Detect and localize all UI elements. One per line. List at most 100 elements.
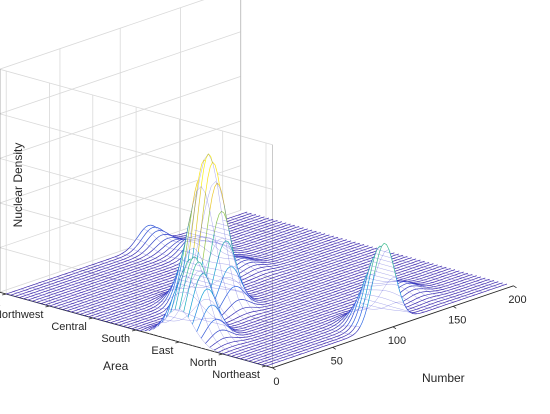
- surface-line: [65, 303, 73, 307]
- surface-line: [165, 263, 173, 267]
- surface-line: [101, 290, 109, 294]
- surface-line: [197, 193, 206, 253]
- surface-line: [76, 301, 85, 306]
- surface-line: [125, 279, 134, 283]
- surface-line: [299, 260, 307, 265]
- surface-line: [88, 300, 96, 304]
- surface-line: [284, 279, 293, 283]
- surface-line: [121, 305, 130, 309]
- surface-rib: [49, 279, 310, 352]
- surface-line: [296, 291, 304, 295]
- surface-line: [277, 281, 286, 285]
- surface-line: [59, 283, 68, 287]
- surface-line: [205, 335, 213, 344]
- surface-line: [309, 254, 318, 258]
- surface-line: [333, 319, 342, 326]
- surface-line: [143, 256, 151, 261]
- surface-line: [311, 232, 319, 237]
- surface-line: [315, 287, 323, 291]
- surface-line: [169, 276, 177, 299]
- surface-line: [159, 284, 167, 288]
- surface-line: [345, 306, 354, 319]
- surface-line: [452, 269, 456, 271]
- surface-line: [156, 288, 164, 292]
- surface-line: [299, 234, 307, 238]
- surface-line: [264, 318, 273, 322]
- surface-line: [255, 342, 264, 346]
- surface-line: [120, 287, 128, 291]
- surface-line: [429, 270, 437, 274]
- surface-line: [285, 239, 293, 243]
- surface-line: [248, 251, 257, 254]
- surface-line: [166, 282, 174, 286]
- surface-line: [341, 294, 349, 298]
- surface-line: [49, 276, 57, 280]
- surface-line: [102, 295, 111, 299]
- surface-line: [82, 267, 91, 271]
- surface-line: [147, 312, 156, 316]
- surface-line: [365, 256, 374, 261]
- surface-line: [210, 257, 219, 287]
- surface-line: [264, 251, 273, 255]
- surface-line: [321, 266, 329, 271]
- surface-line: [315, 260, 323, 264]
- surface-line: [248, 259, 257, 261]
- surface-line: [381, 242, 390, 250]
- surface-line: [125, 319, 134, 324]
- surface-line: [263, 271, 271, 275]
- surface-line: [306, 231, 315, 235]
- surface-line: [138, 323, 147, 327]
- surface-strip: [266, 243, 507, 366]
- surface-line: [270, 337, 278, 341]
- surface-line: [247, 233, 255, 237]
- surface-line: [144, 316, 153, 320]
- surface-line: [410, 260, 419, 264]
- surface-line: [141, 319, 150, 323]
- surface-line: [276, 316, 284, 321]
- surface-line: [345, 334, 353, 340]
- surface-line: [248, 358, 257, 362]
- surface-line: [349, 243, 358, 247]
- surface-line: [82, 307, 91, 312]
- surface-line: [474, 286, 482, 291]
- surface-line: [150, 307, 158, 312]
- surface-line: [128, 289, 137, 293]
- surface-line: [339, 303, 348, 307]
- surface-line: [92, 275, 101, 279]
- surface-line: [332, 238, 341, 243]
- surface-line: [305, 280, 313, 284]
- surface-line: [157, 279, 166, 283]
- surface-rib: [129, 247, 389, 313]
- surface-line: [291, 316, 300, 321]
- surface-line: [349, 298, 358, 316]
- surface-line: [230, 266, 238, 274]
- surface-line: [13, 288, 21, 292]
- surface-line: [76, 275, 85, 279]
- surface-line: [290, 231, 299, 235]
- surface-rib: [179, 234, 440, 308]
- surface-line: [440, 282, 449, 286]
- surface-line: [318, 297, 326, 301]
- surface-line: [172, 258, 180, 264]
- surface-line: [144, 326, 153, 332]
- surface-line: [286, 270, 294, 274]
- surface-line: [248, 277, 257, 281]
- surface-line: [432, 266, 440, 270]
- surface-line: [141, 279, 150, 283]
- surface-line: [141, 306, 150, 310]
- surface-line: [222, 350, 231, 355]
- surface-line: [224, 336, 232, 339]
- surface-line: [267, 287, 276, 291]
- surface-line: [133, 263, 141, 268]
- surface-line: [323, 289, 332, 294]
- surface-line: [78, 306, 86, 310]
- surface-line: [342, 299, 351, 303]
- surface-line: [257, 215, 261, 217]
- surface-rib: [244, 212, 505, 285]
- surface-line: [300, 346, 309, 350]
- surface-line: [419, 285, 427, 288]
- surface-line: [300, 279, 309, 283]
- surface-line: [412, 265, 420, 269]
- surface-line: [397, 270, 406, 274]
- surface-line: [273, 333, 281, 338]
